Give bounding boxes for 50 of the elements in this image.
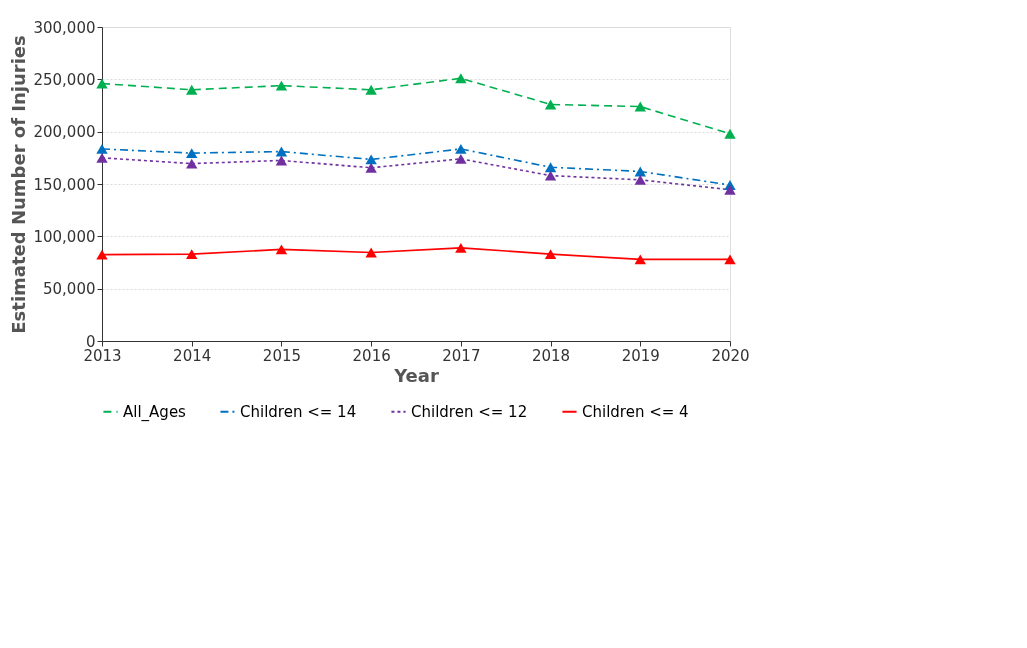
y-tick-label: 200,000: [33, 123, 96, 142]
point: [96, 78, 108, 89]
point: [455, 153, 467, 164]
point: [455, 73, 467, 84]
point: [634, 174, 646, 185]
point: [275, 80, 288, 91]
point: [186, 84, 198, 95]
point: [365, 154, 377, 165]
point: [724, 254, 736, 265]
point: [724, 128, 736, 139]
y-tick-label: 150,000: [33, 175, 96, 194]
y-tick-label: 300,000: [33, 18, 96, 37]
point: [634, 101, 646, 112]
point: [724, 184, 736, 195]
point: [544, 99, 557, 110]
point: [365, 162, 377, 173]
point: [96, 144, 108, 154]
point: [275, 155, 288, 166]
point: [455, 144, 467, 154]
point: [365, 247, 377, 258]
y-axis-title: Estimated Number of Injuries: [8, 35, 30, 334]
x-axis-title: Year: [393, 364, 439, 386]
point: [544, 249, 557, 260]
point: [365, 84, 377, 95]
point: [186, 249, 198, 260]
y-tick-label: 100,000: [33, 227, 96, 246]
x-tick-label: 2014: [173, 346, 212, 365]
x-tick-label: 2020: [711, 346, 750, 365]
x-tick-label: 2016: [352, 346, 391, 365]
legend-label: Children <= 12: [411, 402, 528, 421]
point: [275, 244, 288, 255]
y-tick-label: 50,000: [43, 280, 96, 299]
y-tick-label: 250,000: [33, 70, 96, 89]
legend-label: Children <= 4: [582, 402, 689, 421]
legend-label: Children <= 14: [240, 402, 357, 421]
point: [96, 152, 108, 163]
x-tick-label: 2019: [621, 346, 660, 365]
point: [186, 148, 198, 159]
point: [544, 162, 557, 173]
x-tick-label: 2013: [83, 346, 122, 365]
point: [544, 170, 557, 181]
point: [275, 146, 288, 157]
point: [634, 254, 646, 265]
point: [186, 158, 198, 169]
x-tick-label: 2015: [262, 346, 302, 365]
legend-label: All_Ages: [123, 402, 187, 422]
point: [455, 242, 467, 253]
x-tick-label: 2018: [531, 346, 571, 365]
point: [96, 249, 108, 260]
x-tick-label: 2017: [442, 346, 481, 365]
